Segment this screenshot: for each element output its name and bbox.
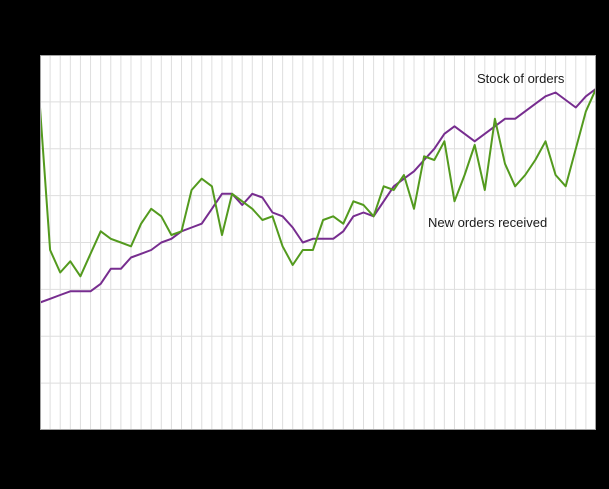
line-chart: Stock of orders New orders received (40, 55, 596, 430)
series-label-stock-of-orders: Stock of orders (477, 71, 565, 86)
chart-canvas (40, 55, 596, 430)
series-label-new-orders-received: New orders received (428, 215, 548, 230)
